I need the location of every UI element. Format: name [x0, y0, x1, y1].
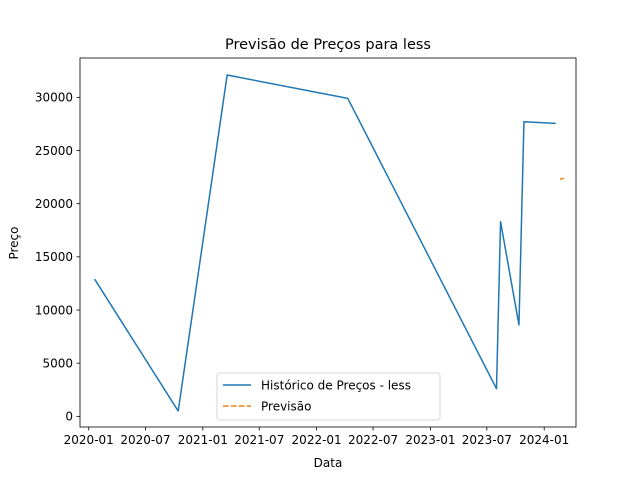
y-axis-label: Preço [7, 226, 21, 259]
x-tick-label: 2024-01 [519, 433, 569, 447]
x-axis: 2020-01 2020-07 2021-01 2021-07 2022-01 2022-… [64, 427, 569, 447]
y-tick-label: 15000 [35, 250, 73, 264]
y-tick-label: 0 [65, 410, 73, 424]
x-tick-label: 2020-07 [120, 433, 170, 447]
series-line-historico [94, 74, 556, 412]
x-tick-label: 2023-07 [462, 433, 512, 447]
x-tick-label: 2020-01 [64, 433, 114, 447]
x-tick-label: 2022-07 [348, 433, 398, 447]
x-tick-label: 2021-01 [178, 433, 228, 447]
y-tick-label: 5000 [42, 356, 73, 370]
legend-label: Previsão [261, 399, 311, 413]
x-axis-label: Data [314, 456, 343, 470]
y-tick-label: 30000 [35, 91, 73, 105]
legend-label: Histórico de Preços - less [261, 378, 411, 392]
x-tick-label: 2023-01 [405, 433, 455, 447]
series-line-previsao [559, 177, 565, 180]
x-tick-label: 2021-07 [234, 433, 284, 447]
legend-box [216, 372, 441, 421]
plot-lines [94, 74, 565, 412]
legend: Histórico de Preços - less Previsão [216, 372, 441, 421]
x-tick-label: 2022-01 [292, 433, 342, 447]
y-tick-label: 25000 [35, 144, 73, 158]
chart-title: Previsão de Preços para less [225, 37, 431, 53]
y-axis: 0 5000 10000 15000 20000 25000 30000 [35, 91, 80, 424]
plot-frame [79, 57, 577, 428]
y-tick-label: 20000 [35, 197, 73, 211]
y-tick-label: 10000 [35, 303, 73, 317]
